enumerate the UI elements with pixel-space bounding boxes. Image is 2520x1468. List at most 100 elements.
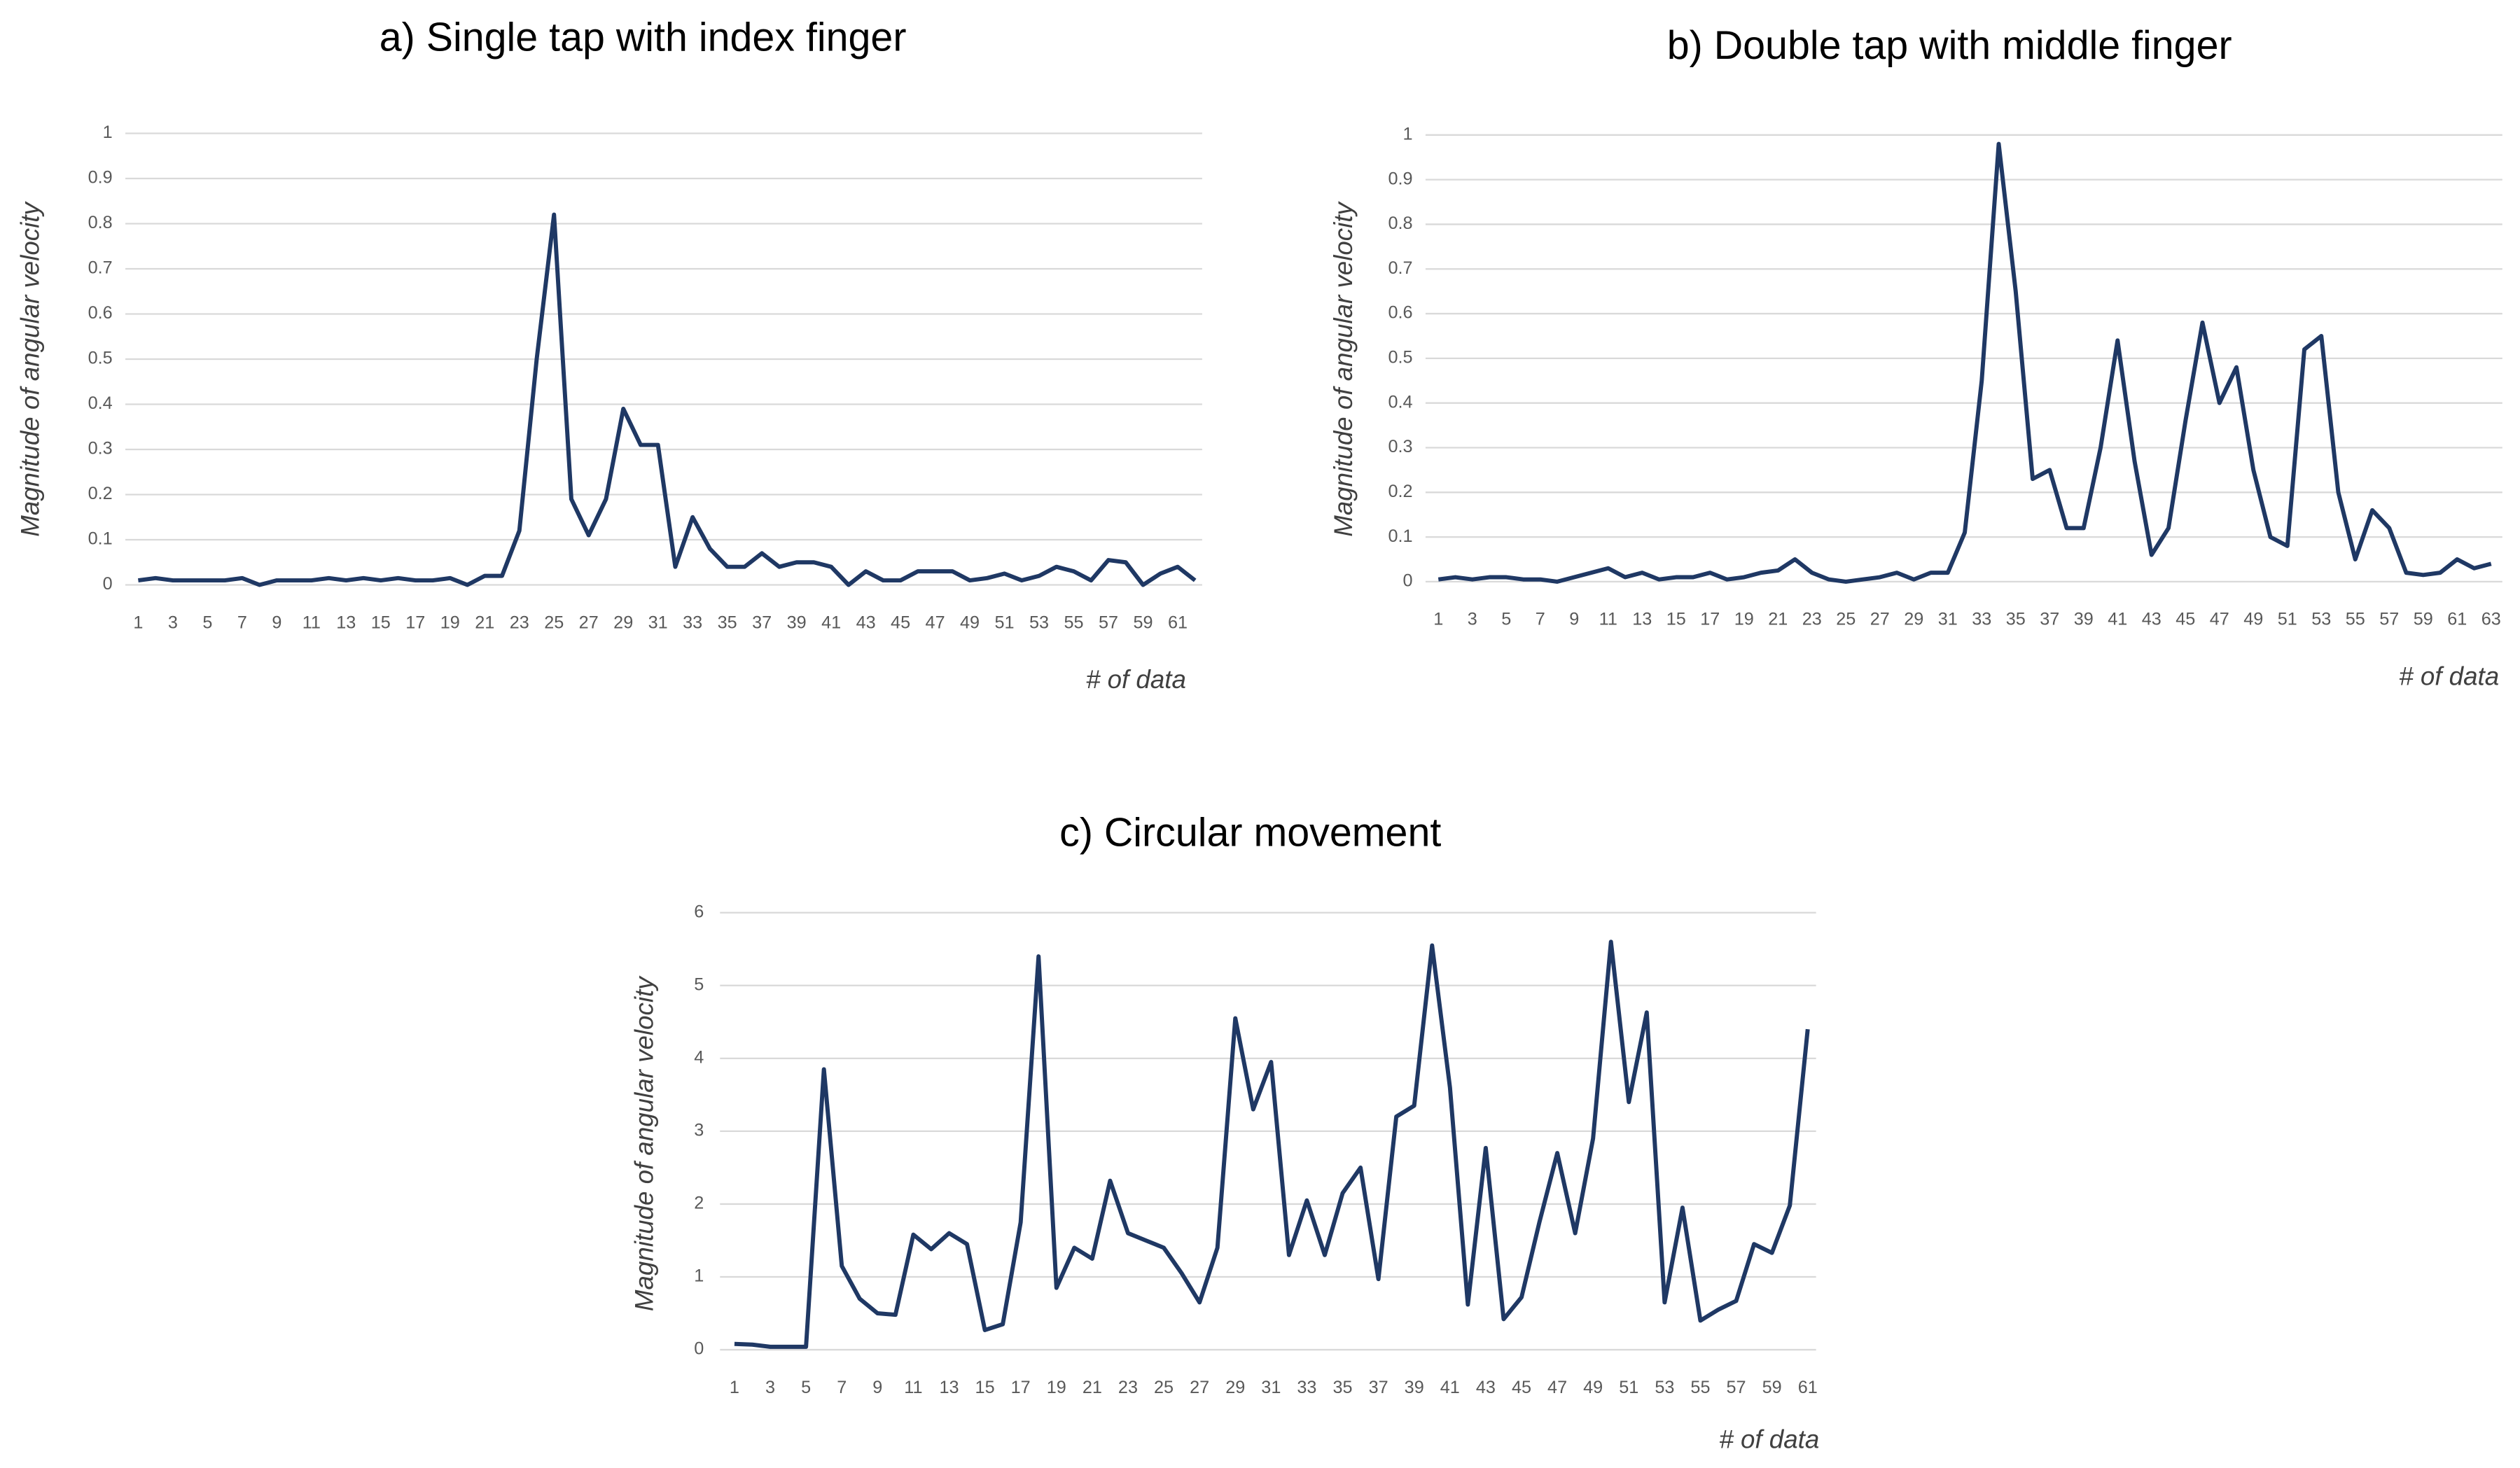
y-axis-label: Magnitude of angular velocity (1329, 200, 1358, 536)
chart-title: c) Circular movement (1059, 811, 1441, 855)
x-tick-label: 11 (302, 613, 321, 632)
x-tick-label: 61 (2447, 610, 2467, 629)
x-tick-label: 35 (2006, 610, 2026, 629)
x-tick-label: 1 (730, 1378, 739, 1397)
x-tick-label: 3 (765, 1378, 775, 1397)
chart-title: b) Double tap with middle finger (1667, 23, 2232, 68)
y-tick-label: 0.7 (88, 258, 113, 278)
x-tick-label: 41 (2108, 610, 2127, 629)
x-tick-label: 45 (2176, 610, 2195, 629)
x-tick-label: 45 (891, 613, 910, 632)
y-tick-label: 0.1 (88, 529, 113, 549)
x-tick-label: 43 (2142, 610, 2162, 629)
x-tick-label: 29 (1225, 1378, 1245, 1397)
y-tick-label: 0 (694, 1339, 704, 1359)
x-tick-label: 61 (1798, 1378, 1818, 1397)
x-tick-label: 61 (1168, 613, 1188, 632)
y-tick-label: 0 (103, 574, 113, 594)
x-tick-label: 5 (1501, 610, 1511, 629)
x-tick-label: 13 (939, 1378, 959, 1397)
x-tick-label: 21 (1768, 610, 1788, 629)
y-tick-label: 0.9 (88, 168, 113, 188)
x-tick-label: 59 (2414, 610, 2433, 629)
x-tick-label: 47 (926, 613, 945, 632)
x-tick-label: 55 (1064, 613, 1083, 632)
x-tick-label: 29 (1904, 610, 1923, 629)
y-tick-label: 0.6 (88, 303, 113, 323)
x-tick-label: 27 (1190, 1378, 1209, 1397)
x-tick-label: 27 (1870, 610, 1890, 629)
x-tick-label: 37 (1369, 1378, 1388, 1397)
x-tick-label: 15 (371, 613, 391, 632)
data-line (734, 939, 1810, 1349)
x-tick-label: 53 (1655, 1378, 1674, 1397)
data-line (1437, 141, 2492, 584)
x-tick-label: 7 (1536, 610, 1545, 629)
x-tick-label: 33 (683, 613, 702, 632)
x-tick-label: 11 (1599, 610, 1617, 629)
x-tick-label: 3 (168, 613, 178, 632)
x-tick-label: 29 (613, 613, 633, 632)
x-tick-label: 37 (752, 613, 772, 632)
y-tick-label: 5 (694, 974, 704, 994)
x-tick-label: 51 (1619, 1378, 1638, 1397)
y-tick-label: 0.6 (1388, 303, 1412, 323)
y-tick-label: 1 (1403, 124, 1413, 144)
y-tick-label: 2 (694, 1194, 704, 1213)
x-tick-label: 39 (1405, 1378, 1424, 1397)
x-tick-label: 3 (1468, 610, 1477, 629)
y-tick-label: 0.8 (88, 213, 113, 232)
x-tick-label: 17 (405, 613, 425, 632)
data-line (138, 212, 1197, 587)
x-tick-label: 13 (1632, 610, 1652, 629)
x-tick-label: 23 (510, 613, 529, 632)
x-tick-label: 21 (1083, 1378, 1102, 1397)
x-tick-label: 57 (1727, 1378, 1746, 1397)
y-axis-label: Magnitude of angular velocity (16, 200, 45, 536)
x-tick-label: 47 (2210, 610, 2229, 629)
x-axis-label: # of data (1086, 665, 1186, 694)
x-tick-label: 41 (821, 613, 841, 632)
x-tick-label: 7 (237, 613, 247, 632)
y-tick-label: 0.5 (1388, 348, 1412, 368)
x-tick-label: 39 (787, 613, 807, 632)
x-tick-label: 19 (1047, 1378, 1066, 1397)
x-tick-label: 9 (1569, 610, 1579, 629)
x-tick-label: 11 (904, 1378, 922, 1397)
x-tick-label: 55 (2346, 610, 2365, 629)
y-tick-label: 3 (694, 1121, 704, 1140)
x-tick-label: 51 (995, 613, 1015, 632)
x-tick-label: 1 (1433, 610, 1443, 629)
x-tick-label: 17 (1700, 610, 1720, 629)
x-tick-label: 25 (1836, 610, 1856, 629)
x-axis-label: # of data (2399, 662, 2499, 690)
x-tick-label: 55 (1690, 1378, 1710, 1397)
y-tick-label: 1 (694, 1266, 704, 1286)
x-tick-label: 49 (960, 613, 980, 632)
x-axis-label: # of data (1719, 1425, 1819, 1454)
x-tick-label: 9 (272, 613, 281, 632)
y-tick-label: 0.5 (88, 349, 113, 368)
y-tick-label: 0.4 (1388, 392, 1412, 412)
x-tick-label: 37 (2040, 610, 2059, 629)
x-tick-label: 45 (1512, 1378, 1531, 1397)
x-tick-label: 53 (2311, 610, 2331, 629)
y-tick-label: 0.8 (1388, 214, 1412, 233)
x-tick-label: 25 (544, 613, 564, 632)
x-tick-label: 15 (1666, 610, 1686, 629)
x-tick-label: 1 (133, 613, 143, 632)
x-tick-label: 35 (718, 613, 737, 632)
x-tick-label: 49 (1583, 1378, 1603, 1397)
x-tick-label: 19 (440, 613, 460, 632)
x-tick-label: 31 (1938, 610, 1958, 629)
y-tick-label: 0.7 (1388, 258, 1412, 278)
x-tick-label: 33 (1972, 610, 1991, 629)
y-tick-label: 0.2 (88, 484, 113, 503)
x-tick-label: 53 (1029, 613, 1049, 632)
x-tick-label: 9 (872, 1378, 882, 1397)
y-tick-label: 0.4 (88, 393, 113, 413)
x-tick-label: 59 (1762, 1378, 1782, 1397)
y-axis-label: Magnitude of angular velocity (629, 975, 658, 1311)
